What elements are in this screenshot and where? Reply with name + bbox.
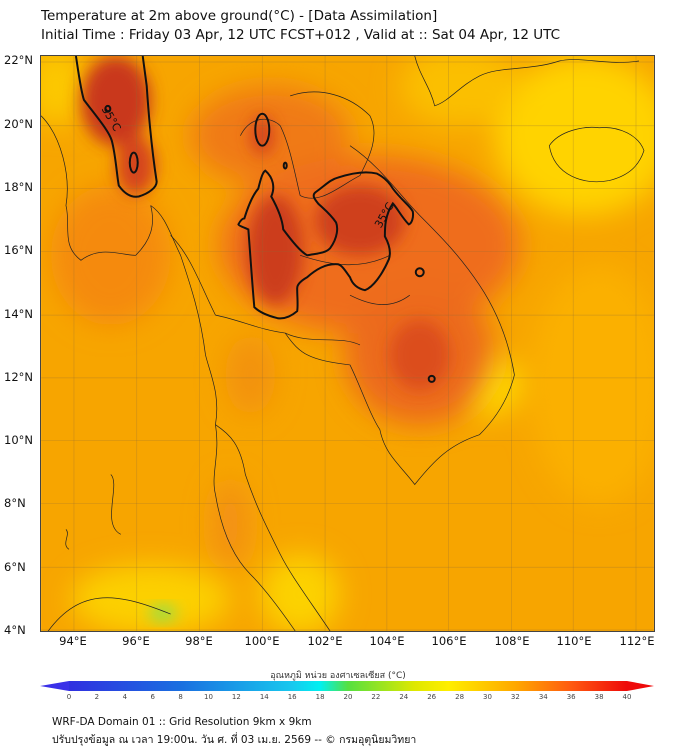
latitude-label: 12°N (4, 370, 33, 384)
temperature-map: 35°C 35°C (40, 55, 655, 632)
colorbar-title: อุณหภูมิ หน่วย องศาเซลเซียส (°C) (270, 671, 406, 681)
temperature-field (41, 56, 654, 631)
longitude-label: 112°E (619, 634, 655, 648)
footer-model-info: WRF-DA Domain 01 :: Grid Resolution 9km … (52, 716, 312, 728)
contour-west (74, 56, 158, 198)
colorbar-tick-label: 18 (315, 693, 325, 701)
longitude-label: 110°E (556, 634, 592, 648)
cool-spot (148, 606, 177, 621)
colorbar-tick-label: 30 (483, 693, 492, 701)
colorbar-tick-label: 16 (287, 693, 297, 701)
longitude-label: 94°E (59, 634, 87, 648)
contour-north (254, 112, 271, 147)
colorbar-tick-label: 38 (594, 693, 604, 701)
latitude-label: 20°N (4, 117, 33, 131)
colorbar-tick-label: 28 (455, 693, 465, 701)
longitude-label: 96°E (122, 634, 150, 648)
colorbar-tick-label: 10 (204, 693, 213, 701)
colorbar-tick-label: 0 (66, 693, 72, 701)
colorbar-tick-label: 4 (122, 693, 128, 701)
longitude-label: 106°E (431, 634, 467, 648)
colorbar-tick-label: 12 (231, 693, 241, 701)
colorbar (40, 681, 654, 691)
latitude-label: 6°N (4, 560, 26, 574)
longitude-label: 104°E (369, 634, 405, 648)
latitude-label: 22°N (4, 53, 33, 67)
longitude-label: 98°E (185, 634, 213, 648)
colorbar-min-arrow (40, 681, 69, 691)
longitude-label: 102°E (307, 634, 343, 648)
colorbar-tick-label: 20 (343, 693, 353, 701)
map-title: Temperature at 2m above ground(°C) - [Da… (41, 8, 438, 24)
coastlines-borders (41, 56, 645, 631)
colorbar-tick-label: 36 (566, 693, 576, 701)
map-subtitle: Initial Time : Friday 03 Apr, 12 UTC FCS… (41, 27, 561, 43)
colorbar-tick-label: 22 (371, 693, 381, 701)
colorbar-tick-label: 34 (538, 693, 548, 701)
colorbar-tick-label: 14 (259, 693, 269, 701)
colorbar-tick-label: 26 (427, 693, 437, 701)
hot-spots (80, 56, 450, 390)
longitude-label: 100°E (244, 634, 280, 648)
colorbar-tick-label: 2 (94, 693, 100, 701)
contour-central (237, 169, 415, 320)
contour-35c (74, 56, 436, 383)
colorbar-max-arrow (627, 681, 654, 691)
colorbar-tick-label: 8 (178, 693, 183, 701)
longitude-label: 108°E (494, 634, 530, 648)
latitude-label: 16°N (4, 243, 33, 257)
latitude-label: 14°N (4, 307, 33, 321)
colorbar-tick-label: 40 (622, 693, 632, 701)
latitude-label: 10°N (4, 433, 33, 447)
latitude-label: 18°N (4, 180, 33, 194)
footer-update-info: ปรับปรุงข้อมูล ณ เวลา 19:00น. วัน ศ. ที่… (52, 734, 417, 746)
latitude-label: 4°N (4, 623, 26, 637)
colorbar-tick-label: 24 (399, 693, 409, 701)
latitude-label: 8°N (4, 496, 26, 510)
colorbar-gradient (69, 681, 627, 691)
colorbar-tick-label: 6 (150, 693, 155, 701)
colorbar-tick-label: 32 (510, 693, 520, 701)
